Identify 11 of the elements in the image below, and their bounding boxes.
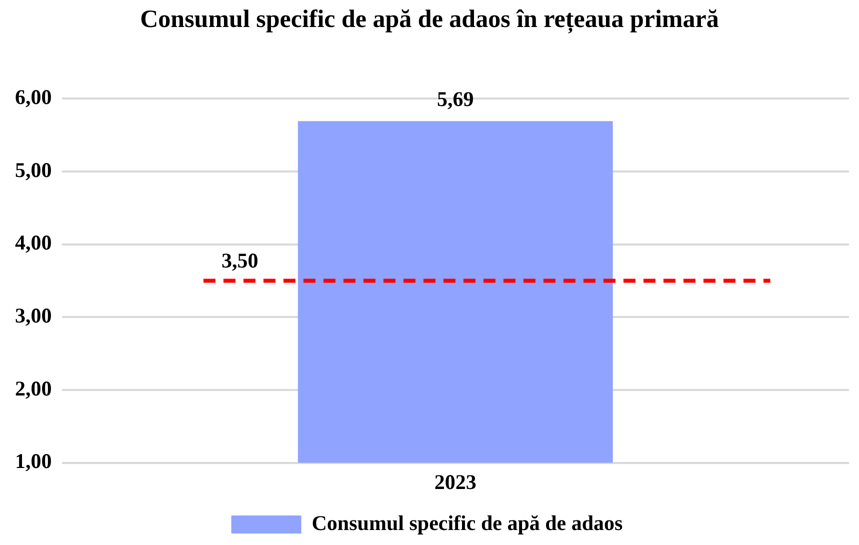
y-tick-label: 3,00 xyxy=(15,304,52,328)
legend-label: Consumul specific de apă de adaos xyxy=(312,510,623,535)
y-tick-label: 5,00 xyxy=(15,158,52,182)
data-label: 5,69 xyxy=(437,87,474,112)
y-tick-label: 2,00 xyxy=(15,376,52,400)
y-tick-label: 1,00 xyxy=(15,449,52,474)
y-tick-label: 6,00 xyxy=(15,85,52,110)
chart-title: Consumul specific de apă de adaos în rețeaua primară xyxy=(139,5,720,36)
y-tick-label: 4,00 xyxy=(15,230,52,255)
x-tick-label: 2023 xyxy=(434,470,476,494)
ref-line-label: 3,50 xyxy=(221,248,258,273)
